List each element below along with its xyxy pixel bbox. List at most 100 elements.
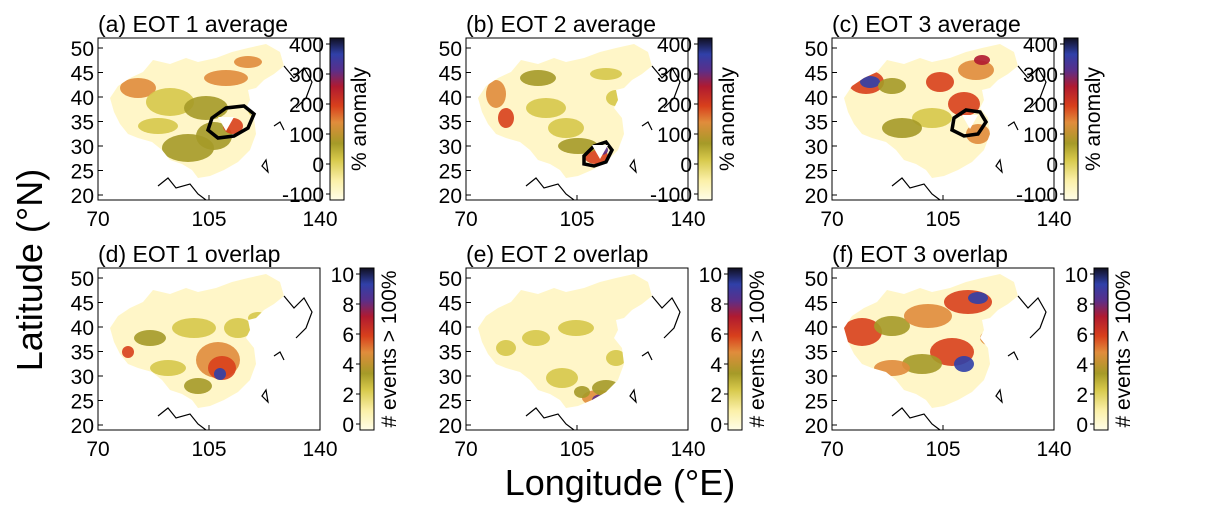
data-blob [954, 356, 974, 372]
panel-title: (d) EOT 1 overlap [98, 241, 280, 267]
lon-tick-label: 140 [302, 208, 337, 231]
land-area [110, 274, 284, 408]
colorbar-tick-label: 10 [331, 264, 354, 287]
colorbar-tick-label: 4 [1076, 354, 1088, 377]
coastline [995, 158, 1003, 174]
colorbar-tick-label: 100 [1023, 124, 1058, 147]
y-axis-label: Latitude (°N) [9, 168, 50, 372]
lat-tick-label: 35 [439, 342, 462, 365]
lat-tick-label: 30 [71, 136, 94, 159]
lat-tick-label: 45 [71, 63, 94, 86]
data-blob [974, 55, 990, 65]
marker-triangle [218, 117, 234, 131]
lat-tick-label: 35 [805, 342, 828, 365]
data-blob [496, 340, 516, 356]
colorbar-tick-label: -100 [650, 184, 692, 207]
data-blob [234, 56, 262, 68]
lat-tick-label: 35 [71, 342, 94, 365]
lat-tick-label: 45 [805, 293, 828, 316]
colorbar-tick-label: 0 [1046, 154, 1058, 177]
land-area [478, 274, 652, 408]
data-blob [184, 96, 228, 120]
lat-tick-label: 45 [439, 293, 462, 316]
data-blob [878, 78, 906, 94]
data-blob [902, 354, 942, 374]
lat-tick-label: 30 [805, 366, 828, 389]
lat-tick-label: 50 [71, 268, 94, 291]
data-blob [184, 378, 212, 394]
data-blob [546, 368, 578, 388]
lat-tick-label: 25 [71, 391, 94, 414]
data-blob [844, 318, 882, 346]
coastline [1017, 295, 1047, 339]
coastline [261, 158, 269, 174]
data-blob [574, 386, 590, 398]
colorbar-tick-label: 10 [1065, 264, 1088, 287]
colorbar-tick-label: 400 [657, 34, 692, 57]
colorbar-label: # events > 100% [378, 270, 401, 427]
lon-tick-label: 70 [820, 208, 843, 231]
panel-title: (b) EOT 2 average [466, 11, 656, 37]
lat-tick-label: 40 [805, 87, 828, 110]
lat-tick-label: 30 [439, 366, 462, 389]
colorbar-tick-label: 2 [710, 384, 722, 407]
panel-title: (c) EOT 3 average [832, 11, 1021, 37]
lat-tick-label: 30 [439, 136, 462, 159]
lat-tick-label: 20 [805, 415, 828, 438]
coastline [651, 65, 681, 109]
colorbar-label: % anomaly [348, 67, 371, 171]
colorbar [329, 37, 345, 201]
data-blob [146, 88, 194, 116]
lat-tick-label: 20 [439, 415, 462, 438]
region-outline [205, 104, 257, 140]
data-blob [590, 68, 622, 80]
coastline [1007, 351, 1019, 361]
colorbar-tick-label: 400 [289, 34, 324, 57]
colorbar-tick-label: -100 [1016, 184, 1058, 207]
colorbar-tick-label: 200 [289, 94, 324, 117]
data-blob [968, 292, 988, 304]
lon-tick-label: 140 [670, 438, 705, 461]
coastline [273, 121, 285, 131]
colorbar-tick-label: 6 [710, 324, 722, 347]
coastline [651, 295, 681, 339]
lon-tick-label: 70 [86, 208, 109, 231]
lat-tick-label: 25 [439, 161, 462, 184]
lat-tick-label: 50 [439, 268, 462, 291]
colorbar-tick-label: 200 [1023, 94, 1058, 117]
lat-tick-label: 25 [805, 161, 828, 184]
lat-tick-label: 20 [71, 415, 94, 438]
lon-tick-label: 105 [925, 208, 960, 231]
lat-tick-label: 50 [805, 268, 828, 291]
colorbar-tick-label: 0 [710, 414, 722, 437]
data-blob [882, 118, 922, 138]
lat-tick-label: 40 [71, 317, 94, 340]
lon-tick-label: 70 [454, 438, 477, 461]
colorbar-tick-label: 4 [342, 354, 354, 377]
marker-triangle [962, 115, 978, 129]
lon-tick-label: 140 [302, 438, 337, 461]
data-blob [606, 350, 626, 366]
lat-tick-label: 20 [805, 185, 828, 208]
lat-tick-label: 25 [71, 161, 94, 184]
panel-title: (e) EOT 2 overlap [466, 241, 648, 267]
data-blob [874, 316, 910, 336]
coastline [1017, 65, 1047, 109]
data-blob [860, 76, 880, 88]
data-blob [134, 330, 166, 346]
lat-tick-label: 40 [439, 87, 462, 110]
colorbar-tick-label: 10 [699, 264, 722, 287]
lat-tick-label: 20 [439, 185, 462, 208]
data-blob [522, 330, 550, 346]
lon-tick-label: 105 [191, 438, 226, 461]
coastline [891, 177, 941, 201]
coastline [629, 158, 637, 174]
colorbar-tick-label: 0 [1076, 414, 1088, 437]
coastline [891, 407, 941, 431]
coastline [261, 388, 269, 404]
